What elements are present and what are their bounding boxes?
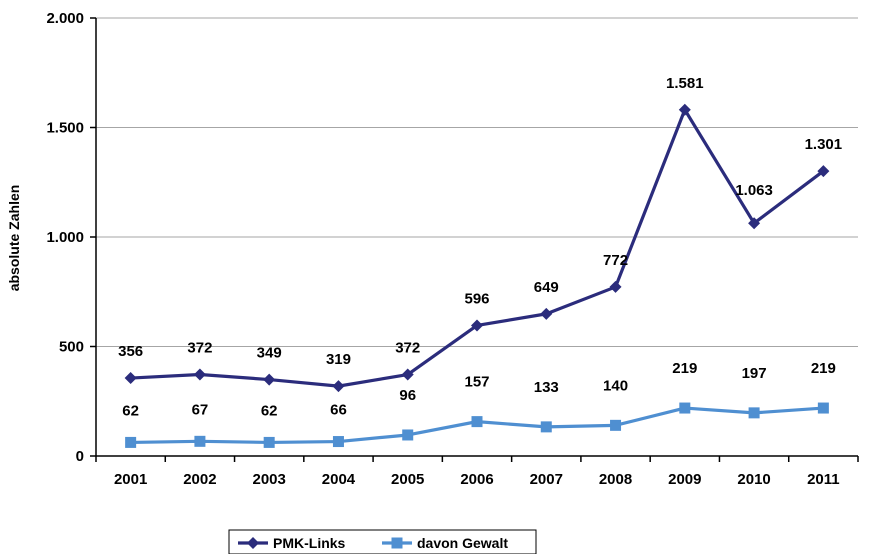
data-label-pmk-links: 372 [395,340,420,357]
y-tick-labels: 0 500 1.000 1.500 2.000 [46,10,84,465]
legend: PMK-Links davon Gewalt [228,529,537,554]
x-tick-label: 2011 [807,471,840,488]
data-label-davon-gewalt: 133 [534,379,559,396]
data-label-pmk-links: 1.301 [805,136,843,153]
x-tick-label: 2003 [252,471,285,488]
y-axis-label: absolute Zahlen [6,185,22,292]
data-point [609,280,622,293]
data-label-pmk-links: 356 [118,343,143,360]
data-label-pmk-links: 349 [257,345,282,362]
data-label-pmk-links: 1.063 [735,182,773,199]
data-label-davon-gewalt: 197 [742,365,767,382]
x-tick-label: 2007 [530,471,563,488]
data-point [748,407,760,419]
y-tick-label: 0 [76,448,84,465]
data-point [817,402,829,414]
data-label-pmk-links: 772 [603,252,628,269]
x-tick-label: 2010 [737,471,770,488]
x-tick-label: 2009 [668,471,701,488]
data-point [679,402,691,414]
data-point [402,429,414,441]
data-point [678,103,691,116]
data-point [194,435,206,447]
y-tick-label: 2.000 [46,10,84,27]
legend-label: davon Gewalt [417,535,508,551]
data-label-pmk-links: 596 [464,290,489,307]
data-label-davon-gewalt: 62 [261,402,278,419]
gridlines [96,17,858,347]
data-label-pmk-links: 319 [326,351,351,368]
data-label-davon-gewalt: 62 [122,402,139,419]
data-label-davon-gewalt: 67 [192,401,209,418]
data-label-davon-gewalt: 157 [464,374,489,391]
data-point [610,419,622,431]
data-point [193,368,206,381]
data-point [471,319,483,332]
data-label-davon-gewalt: 219 [811,360,836,377]
y-tick-label: 500 [59,339,84,356]
x-tick-labels: 2001 2002 2003 2004 2005 2006 2007 2008 2009 2010… [114,471,840,488]
x-tick-label: 2008 [599,471,632,488]
data-point [471,416,483,428]
x-tick-label: 2005 [391,471,424,488]
data-point [125,436,137,448]
x-tick-label: 2004 [322,471,356,488]
data-point [817,165,830,178]
data-point [263,373,276,386]
data-point [391,537,403,549]
data-point [401,368,414,381]
data-point [332,380,345,393]
data-label-davon-gewalt: 66 [330,402,347,419]
data-point [247,537,259,549]
data-label-pmk-links: 1.581 [666,75,704,92]
y-tick-label: 1.000 [46,229,84,246]
data-label-pmk-links: 372 [187,340,212,357]
data-point [748,217,761,230]
series-line-pmk-links [130,108,825,388]
data-point [263,436,275,448]
data-point [540,307,553,320]
data-label-davon-gewalt: 96 [399,387,416,404]
data-label-davon-gewalt: 140 [603,377,628,394]
x-tick-label: 2002 [183,471,216,488]
legend-label: PMK-Links [273,535,346,551]
data-label-pmk-links: 649 [534,279,559,296]
data-label-davon-gewalt: 219 [672,360,697,377]
data-point [332,436,344,448]
x-tick-label: 2001 [114,471,147,488]
x-tick-label: 2006 [460,471,493,488]
axes [90,17,859,462]
y-tick-label: 1.500 [46,120,84,137]
data-point [540,421,552,433]
data-labels: 356 372 349 319 372 596 649 772 1.581 1.063 1.301 6… [118,75,842,420]
series-layer [124,103,830,448]
data-point [124,372,137,385]
